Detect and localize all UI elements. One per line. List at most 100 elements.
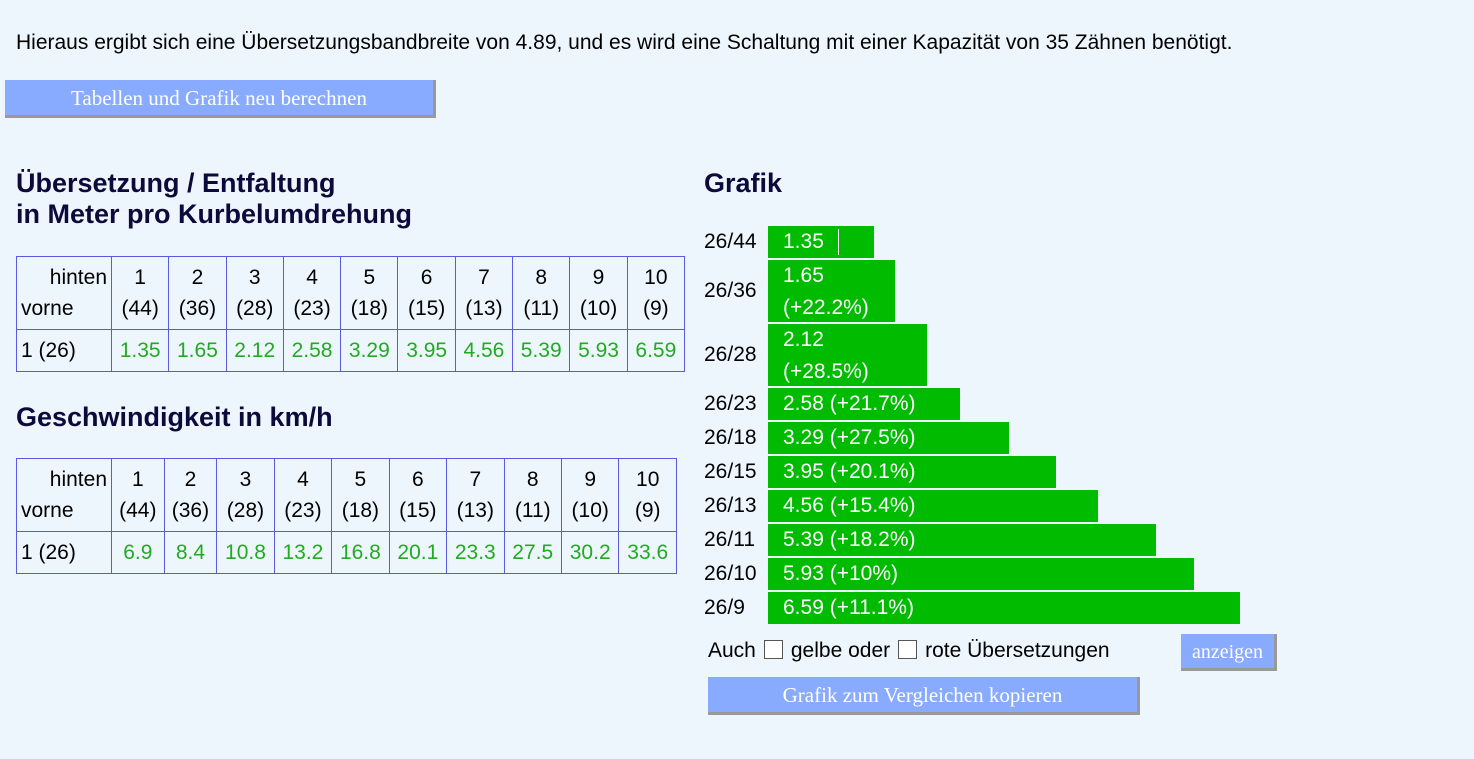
teeth-count: (36) [171,499,210,522]
teeth-count: (44) [121,297,159,320]
show-button[interactable]: anzeigen [1181,634,1277,671]
bar-change: (+22.2%) [783,296,869,319]
table-cell: 16.8 [331,531,390,574]
column-header: 3 (28) [225,256,284,330]
speed-table: hinten vorne 1 (44) 2 (36) 3 (28) 4 (23) 5 (18) 6 (15… [16,458,677,574]
options-prefix: Auch [708,639,756,662]
yellow-label: gelbe oder [790,639,891,662]
bar-label: 26/15 [704,460,757,483]
teeth-count: (28) [226,499,265,522]
column-header: 5 (18) [340,256,399,330]
table-cell: 30.2 [560,531,620,574]
bar-value: 3.29 (+27.5%) [783,426,916,449]
teeth-count: (13) [456,499,494,522]
teeth-count: (28) [236,297,274,320]
gear-number: 5 [354,468,367,491]
teeth-count: (10) [579,297,618,320]
ratio-table-header: hinten vorne 1 (44) 2 (36) 3 (28) 4 (23) 5 (18) 6 (15… [16,256,686,330]
column-header: 1 (44) [110,256,170,330]
bar-label: 26/18 [704,426,757,449]
gear-number: 1 [134,266,146,289]
speed-table-header: hinten vorne 1 (44) 2 (36) 3 (28) 4 (23) 5 (18) 6 (15… [16,458,677,532]
bar-label: 26/11 [704,528,755,551]
bar-value: 5.39 (+18.2%) [783,528,916,551]
gear-bar: 2.58 (+21.7%) [768,388,960,420]
corner-cell: hinten vorne [16,256,112,330]
copy-graph-button[interactable]: Grafik zum Vergleichen kopieren [708,677,1140,715]
table-cell: 6.59 [626,329,686,372]
table-cell: 5.93 [569,329,628,372]
column-header: 6 (15) [388,458,448,532]
table-cell: 3.29 [340,329,399,372]
row-label: 1 (26) [16,329,112,372]
column-header: 10 (9) [626,256,686,330]
teeth-count: (9) [634,499,661,522]
table-cell: 3.95 [397,329,456,372]
bar-value: 3.95 (+20.1%) [783,460,916,483]
column-header: 8 (11) [512,256,571,330]
gear-number: 10 [644,266,668,289]
bar-value: 5.93 (+10%) [783,562,898,585]
table-cell: 20.1 [388,531,448,574]
gear-bar: 6.59 (+11.1%) [768,592,1240,624]
column-header: 2 (36) [163,458,218,532]
bar-label: 26/10 [704,562,757,585]
gear-number: 6 [411,468,424,491]
recalculate-button[interactable]: Tabellen und Grafik neu berechnen [5,80,436,118]
corner-cell: hinten vorne [16,458,112,532]
table-cell: 2.12 [225,329,284,372]
table-cell: 10.8 [216,531,275,574]
gear-bar: 3.29 (+27.5%) [768,422,1009,454]
column-header: 1 (44) [111,458,165,532]
teeth-count: (23) [284,499,322,522]
bar-change: (+28.5%) [783,360,869,383]
gear-bar: 5.93 (+10%) [768,558,1194,590]
gear-bar: 1.35 [768,226,874,258]
teeth-count: (10) [571,499,609,522]
column-header: 6 (15) [397,256,456,330]
gear-number: 2 [184,468,197,491]
gear-number: 3 [239,468,252,491]
bar-label: 26/36 [704,279,757,302]
ratio-table-row: 1 (26) 1.35 1.65 2.12 2.58 3.29 3.95 4.56 5.39 5.… [16,329,686,372]
table-cell: 33.6 [618,531,677,574]
ratio-table: hinten vorne 1 (44) 2 (36) 3 (28) 4 (23) 5 (18) 6 (15… [16,256,686,372]
column-header: 2 (36) [168,256,227,330]
gear-bar: 5.39 (+18.2%) [768,524,1156,556]
table-cell: 1.35 [110,329,170,372]
bar-value: 6.59 (+11.1%) [783,596,914,619]
teeth-count: (44) [119,499,157,522]
gear-number: 2 [191,266,204,289]
teeth-count: (15) [399,499,437,522]
gear-bar: 4.56 (+15.4%) [768,490,1098,522]
table-cell: 5.39 [512,329,571,372]
ratio-heading-line2: in Meter pro Kurbelumdrehung [16,199,413,229]
column-header: 9 (10) [560,458,620,532]
column-header: 7 (13) [446,458,505,532]
teeth-count: (13) [465,297,503,320]
rear-label: hinten [49,266,107,289]
column-header: 8 (11) [503,458,562,532]
bar-label: 26/9 [704,596,745,619]
table-cell: 23.3 [446,531,505,574]
teeth-count: (36) [178,297,217,320]
bar-label: 26/44 [704,230,757,253]
teeth-count: (9) [643,297,669,320]
gear-bar: 1.65 (+22.2%) [768,260,895,322]
gear-bar: 2.12 (+28.5%) [768,324,927,386]
table-cell: 13.2 [273,531,333,574]
gear-number: 10 [636,468,660,491]
rear-label: hinten [49,468,107,491]
bar-label: 26/13 [704,494,757,517]
gear-number: 8 [535,266,548,289]
gear-number: 8 [526,468,539,491]
yellow-checkbox[interactable] [763,639,783,659]
table-cell: 27.5 [503,531,562,574]
text-cursor [837,229,839,256]
column-header: 4 (23) [273,458,333,532]
red-checkbox[interactable] [898,639,918,659]
row-label: 1 (26) [16,531,112,574]
table-cell: 8.4 [163,531,218,574]
teeth-count: (15) [407,297,446,320]
ratio-heading: Übersetzung / Entfaltung in Meter pro Ku… [16,168,412,230]
